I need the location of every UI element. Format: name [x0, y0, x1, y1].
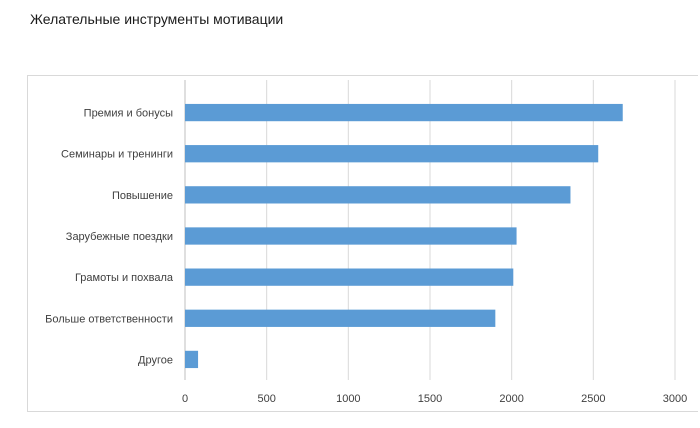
chart-area	[27, 75, 698, 412]
x-tick-label: 2000	[499, 393, 523, 405]
x-tick-label: 1000	[336, 393, 360, 405]
bar-2	[185, 145, 599, 163]
category-label: Больше ответственности	[45, 313, 173, 325]
category-label: Премия и бонусы	[84, 108, 173, 120]
bar-3	[185, 186, 571, 204]
category-label: Зарубежные поездки	[66, 231, 173, 243]
bar-6	[185, 309, 496, 327]
category-label: Другое	[138, 354, 173, 366]
category-label: Семинары и тренинги	[61, 149, 173, 161]
bar-1	[185, 103, 623, 122]
x-tick-label: 2500	[581, 393, 605, 405]
bars	[185, 103, 623, 369]
x-tick-label: 500	[257, 393, 275, 405]
category-labels: Премия и бонусы Семинары и тренинги Повыше…	[45, 108, 174, 367]
x-tick-label: 3000	[663, 393, 687, 405]
x-tick-label: 0	[182, 393, 188, 405]
bar-7	[185, 350, 199, 369]
category-label: Повышение	[112, 190, 173, 202]
x-tick-labels: 0 500 1000 1500 2000 2500 3000	[182, 393, 687, 405]
bar-4	[185, 227, 517, 245]
bar-5	[185, 268, 514, 286]
page-title: Желательные инструменты мотивации	[30, 11, 284, 27]
category-label: Грамоты и похвала	[75, 272, 174, 284]
x-tick-label: 1500	[418, 393, 442, 405]
